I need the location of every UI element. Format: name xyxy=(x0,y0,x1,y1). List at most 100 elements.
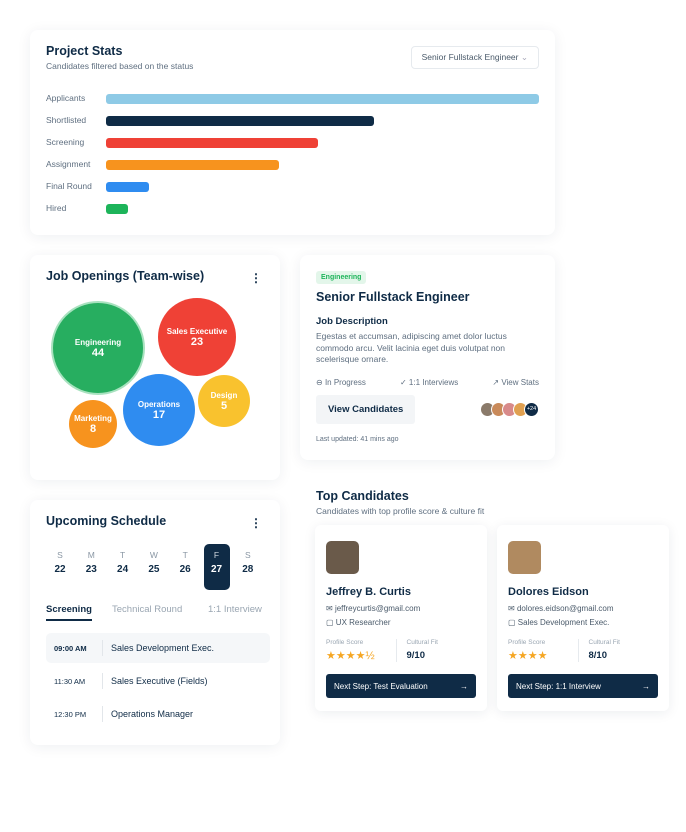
schedule-item[interactable]: 12:30 PM Operations Manager xyxy=(46,699,270,729)
candidate-role: UX Researcher xyxy=(335,618,391,627)
bar-final-round xyxy=(106,182,150,192)
team-name: Engineering xyxy=(74,337,122,347)
weekday: T xyxy=(182,550,188,560)
star-rating: ★★★★ xyxy=(508,650,548,662)
tab-screening[interactable]: Screening xyxy=(46,604,92,621)
schedule-item[interactable]: 09:00 AM Sales Development Exec. xyxy=(46,633,270,663)
team-count: 8 xyxy=(89,422,97,435)
next-step-button[interactable]: Next Step: Test Evaluation → xyxy=(326,674,476,698)
more-options-icon[interactable]: ⋮ xyxy=(250,271,262,285)
view-stats-label: View Stats xyxy=(501,377,539,387)
day-26[interactable]: T 26 xyxy=(172,544,198,590)
schedule-item[interactable]: 11:30 AM Sales Executive (Fields) xyxy=(46,666,270,696)
cultural-fit-value: 9/10 xyxy=(406,650,426,661)
next-step-button[interactable]: Next Step: 1:1 Interview → xyxy=(508,674,658,698)
mail-icon: ✉ xyxy=(508,604,515,613)
bar-applicants xyxy=(106,94,539,104)
team-name: Marketing xyxy=(74,413,112,423)
candidate-email: jeffreycurtis@gmail.com xyxy=(334,604,421,613)
status-label: In Progress xyxy=(324,377,366,387)
candidate-photo xyxy=(508,541,541,574)
team-bubble[interactable]: Marketing 8 xyxy=(69,400,117,448)
tab-1-1-interview[interactable]: 1:1 Interview xyxy=(208,604,262,615)
date: 28 xyxy=(242,564,254,575)
team-bubble[interactable]: Engineering 44 xyxy=(53,303,143,393)
schedule-time: 09:00 AM xyxy=(54,643,87,653)
next-step-label: Next Step: 1:1 Interview xyxy=(516,681,601,691)
cultural-fit-value: 8/10 xyxy=(588,650,608,661)
weekday: F xyxy=(213,550,220,560)
schedule-title: Sales Development Exec. xyxy=(102,640,214,656)
trend-icon: ↗ xyxy=(492,377,500,387)
day-25[interactable]: W 25 xyxy=(141,544,167,590)
candidate-name: Jeffrey B. Curtis xyxy=(326,586,411,598)
chevron-down-icon: ⌄ xyxy=(520,52,528,62)
status-in-progress: ⊖ In Progress xyxy=(316,378,366,387)
schedule-time: 12:30 PM xyxy=(54,709,87,719)
view-candidates-button[interactable]: View Candidates xyxy=(316,394,416,424)
weekday: S xyxy=(244,550,251,560)
job-openings-card: Job Openings (Team-wise) ⋮ Engineering 44… xyxy=(30,255,280,480)
top-candidates-subtitle: Candidates with top profile score & cult… xyxy=(316,506,485,516)
bar-screening xyxy=(106,138,319,148)
bar-label: Screening xyxy=(46,137,85,147)
view-stats-link[interactable]: ↗ View Stats xyxy=(492,378,539,387)
date: 26 xyxy=(179,564,191,575)
top-candidates-title: Top Candidates xyxy=(316,489,409,503)
job-detail-card: Engineering Senior Fullstack Engineer Jo… xyxy=(300,255,555,460)
arrow-right-icon: → xyxy=(642,681,650,691)
bar-label: Assignment xyxy=(46,159,91,169)
day-24[interactable]: T 24 xyxy=(110,544,136,590)
team-count: 5 xyxy=(220,399,228,412)
weekday: W xyxy=(149,550,158,560)
mail-icon: ✉ xyxy=(326,604,333,613)
candidate-avatars[interactable]: +24 xyxy=(480,401,539,417)
team-name: Operations xyxy=(137,399,181,409)
bar-shortlisted xyxy=(106,116,375,126)
bar-label: Applicants xyxy=(46,93,86,103)
profile-score-label: Profile Score xyxy=(508,639,546,646)
date: 27 xyxy=(210,564,223,575)
day-27[interactable]: F 27 xyxy=(203,544,230,590)
candidate-email: dolores.eidson@gmail.com xyxy=(516,604,614,613)
candidate-photo xyxy=(326,541,359,574)
job-description: Egestas et accumsan, adipiscing amet dol… xyxy=(316,331,507,364)
candidate-role: Sales Development Exec. xyxy=(517,618,610,627)
schedule-title: Upcoming Schedule xyxy=(46,514,167,528)
project-stats-title: Project Stats xyxy=(46,44,123,58)
cultural-fit-label: Cultural Fit xyxy=(588,639,620,646)
more-options-icon[interactable]: ⋮ xyxy=(250,516,262,530)
candidate-name: Dolores Eidson xyxy=(508,586,589,598)
team-bubble[interactable]: Operations 17 xyxy=(123,374,195,446)
team-name: Design xyxy=(210,390,238,400)
last-updated: Last updated: 41 mins ago xyxy=(316,435,399,443)
job-openings-title: Job Openings (Team-wise) xyxy=(46,269,205,283)
job-description-title: Job Description xyxy=(316,316,388,327)
day-23[interactable]: M 23 xyxy=(78,544,104,590)
job-filter-dropdown[interactable]: Senior Fullstack Engineer ⌄ xyxy=(410,46,539,69)
next-step-label: Next Step: Test Evaluation xyxy=(334,681,428,691)
candidate-card: Dolores Eidson ✉ dolores.eidson@gmail.co… xyxy=(497,525,669,711)
interviews-label: 1:1 Interviews xyxy=(408,377,459,387)
schedule-title: Sales Executive (Fields) xyxy=(102,673,208,689)
top-candidates-header: Top Candidates Candidates with top profi… xyxy=(300,475,555,525)
date: 25 xyxy=(148,564,160,575)
team-bubble[interactable]: Sales Executive 23 xyxy=(158,298,236,376)
bar-label: Shortlisted xyxy=(46,115,87,125)
day-22[interactable]: S 22 xyxy=(47,544,73,590)
weekday: T xyxy=(119,550,126,560)
team-count: 23 xyxy=(190,335,204,348)
briefcase-icon: ▢ xyxy=(508,618,516,627)
cultural-fit-label: Cultural Fit xyxy=(406,639,438,646)
arrow-right-icon: → xyxy=(460,681,468,691)
team-name: Sales Executive xyxy=(166,326,228,336)
interviews-info: ✓ 1:1 Interviews xyxy=(400,378,458,387)
tab-technical-round[interactable]: Technical Round xyxy=(112,604,183,615)
bar-hired xyxy=(106,204,128,214)
date: 23 xyxy=(85,564,97,575)
briefcase-icon: ▢ xyxy=(326,618,334,627)
date: 24 xyxy=(117,564,129,575)
team-bubble[interactable]: Design 5 xyxy=(198,375,250,427)
day-28[interactable]: S 28 xyxy=(235,544,261,590)
date: 22 xyxy=(54,564,66,575)
